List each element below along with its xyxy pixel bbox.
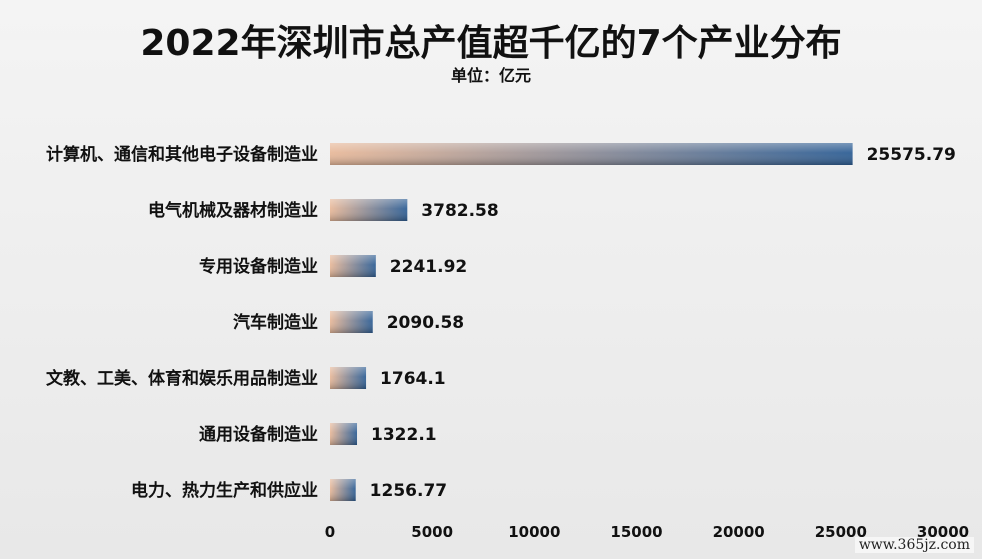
bar-row: 专用设备制造业 2241.92 <box>199 255 467 277</box>
chart-title: 2022年深圳市总产值超千亿的7个产业分布 <box>140 23 842 64</box>
bar-shading <box>330 311 373 333</box>
category-label: 电气机械及器材制造业 <box>148 200 318 221</box>
bar-row: 电力、热力生产和供应业 1256.77 <box>131 479 447 501</box>
x-tick-label: 10000 <box>508 523 560 541</box>
bar-row: 电气机械及器材制造业 3782.58 <box>148 199 499 221</box>
value-label: 1764.1 <box>380 369 446 389</box>
category-label: 专用设备制造业 <box>199 256 318 277</box>
unit-label: 单位：亿元 <box>450 66 531 85</box>
bar-row: 通用设备制造业 1322.1 <box>199 423 437 445</box>
category-label: 汽车制造业 <box>233 312 318 333</box>
x-tick-label: 15000 <box>610 523 662 541</box>
category-label: 文教、工美、体育和娱乐用品制造业 <box>46 368 318 389</box>
bar-row: 计算机、通信和其他电子设备制造业 25575.79 <box>46 143 956 165</box>
value-label: 2241.92 <box>390 257 467 277</box>
value-label: 2090.58 <box>387 313 464 333</box>
x-axis: 0 5000 10000 15000 20000 25000 30000 <box>325 523 969 541</box>
bar-shading <box>330 367 367 389</box>
x-tick-label: 25000 <box>815 523 867 541</box>
category-label: 通用设备制造业 <box>199 424 318 445</box>
watermark: www.365jz.com <box>854 537 974 553</box>
category-label: 电力、热力生产和供应业 <box>131 480 318 501</box>
bar-row: 汽车制造业 2090.58 <box>233 311 464 333</box>
x-tick-label: 0 <box>325 523 335 541</box>
value-label: 3782.58 <box>421 201 498 221</box>
category-label: 计算机、通信和其他电子设备制造业 <box>46 144 318 165</box>
value-label: 25575.79 <box>867 145 956 165</box>
bar-shading <box>330 199 408 221</box>
bar-shading <box>330 255 376 277</box>
x-tick-label: 5000 <box>411 523 453 541</box>
value-label: 1322.1 <box>371 425 437 445</box>
bar-shading <box>330 143 853 165</box>
x-tick-label: 20000 <box>713 523 765 541</box>
bars-group: 计算机、通信和其他电子设备制造业 25575.79 电气机械及器材制造业 3782.5… <box>46 143 956 501</box>
bar-row: 文教、工美、体育和娱乐用品制造业 1764.1 <box>46 367 446 389</box>
bar-shading <box>330 423 358 445</box>
value-label: 1256.77 <box>370 481 447 501</box>
x-tick-label: 30000 <box>917 523 969 541</box>
bar-shading <box>330 479 356 501</box>
